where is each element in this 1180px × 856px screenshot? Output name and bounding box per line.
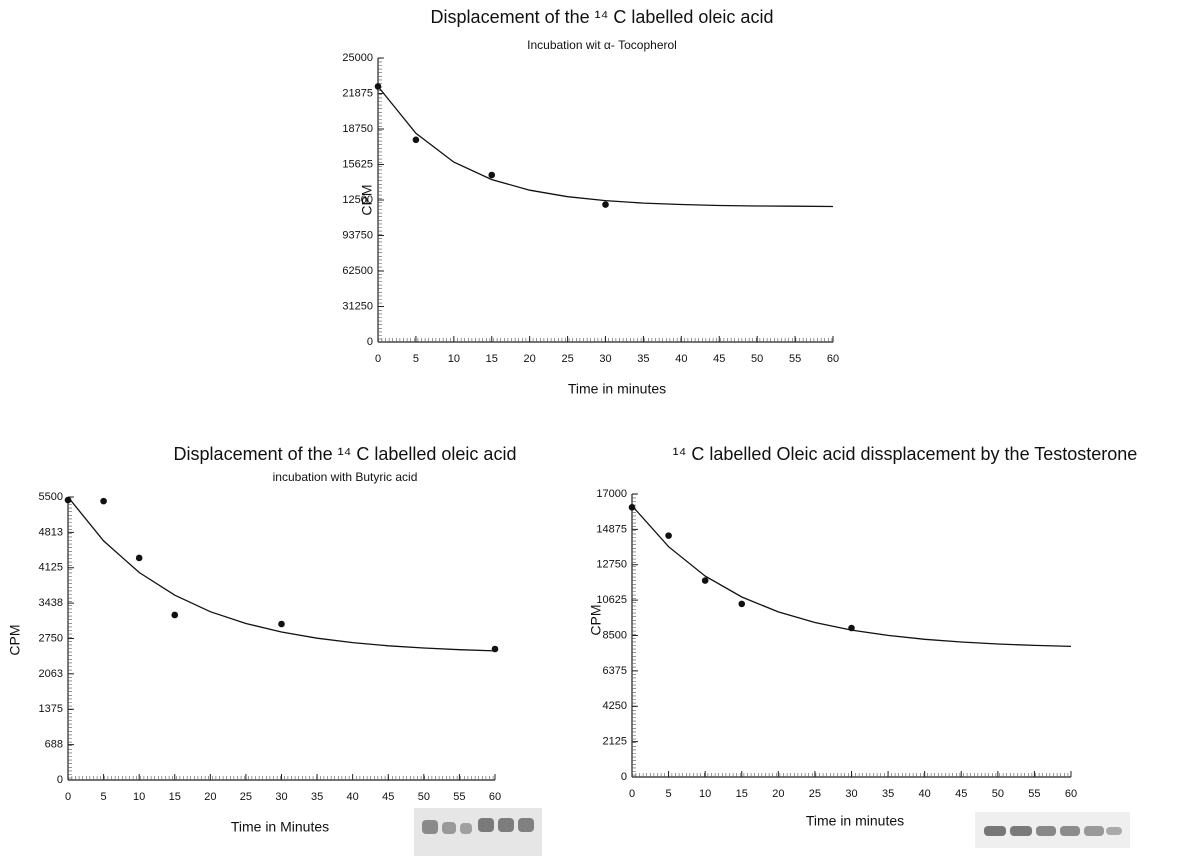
y-tick-label: 93750	[342, 229, 373, 241]
x-tick-label: 45	[955, 788, 967, 800]
x-tick-label: 25	[809, 788, 821, 800]
chart-subtitle: Incubation wit α- Tocopherol	[527, 38, 677, 52]
x-tick-label: 35	[311, 791, 323, 803]
y-tick-label: 2750	[39, 632, 63, 644]
data-point	[100, 497, 107, 505]
chart-title: Displacement of the ¹⁴ C labelled oleic …	[431, 7, 774, 27]
y-tick-label: 62500	[342, 265, 373, 277]
data-point	[135, 554, 143, 562]
y-tick-label: 8500	[603, 629, 627, 641]
fit-curve	[377, 85, 834, 208]
x-tick-label: 20	[204, 791, 216, 803]
data-point	[171, 611, 179, 619]
y-tick-label: 2063	[39, 668, 63, 680]
y-axis-label: CPM	[7, 624, 23, 655]
x-tick-label: 30	[845, 788, 857, 800]
x-tick-label: 5	[101, 791, 107, 803]
data-point	[602, 201, 609, 208]
data-point	[491, 645, 499, 653]
x-tick-label: 35	[882, 788, 894, 800]
x-tick-label: 60	[827, 353, 839, 365]
x-tick-label: 45	[382, 791, 394, 803]
data-point	[488, 171, 496, 179]
x-tick-label: 25	[561, 353, 573, 365]
x-tick-label: 0	[375, 353, 381, 365]
gel-image	[414, 808, 542, 856]
fit-curve	[67, 496, 496, 652]
x-tick-label: 0	[629, 788, 635, 800]
y-tick-label: 688	[45, 739, 63, 751]
y-tick-label: 0	[621, 771, 627, 783]
x-tick-label: 55	[789, 353, 801, 365]
y-tick-label: 4250	[603, 700, 627, 712]
y-tick-label: 31250	[342, 300, 373, 312]
data-point	[848, 624, 855, 632]
data-point	[665, 532, 672, 539]
y-axis-label: CPM	[359, 184, 375, 215]
x-axis-label: Time in minutes	[568, 381, 666, 397]
x-tick-label: 35	[637, 353, 649, 365]
x-tick-label: 10	[448, 353, 460, 365]
y-tick-label: 0	[367, 336, 373, 348]
y-tick-label: 10625	[596, 594, 627, 606]
y-tick-label: 12500	[342, 194, 373, 206]
x-tick-label: 55	[1028, 788, 1040, 800]
data-point	[278, 620, 285, 628]
x-tick-label: 25	[240, 791, 252, 803]
x-tick-label: 10	[699, 788, 711, 800]
x-tick-label: 15	[486, 353, 498, 365]
y-tick-label: 21875	[342, 87, 373, 99]
x-tick-label: 5	[666, 788, 672, 800]
x-tick-label: 15	[736, 788, 748, 800]
x-tick-label: 15	[169, 791, 181, 803]
x-tick-label: 50	[992, 788, 1004, 800]
x-tick-label: 20	[772, 788, 784, 800]
x-tick-label: 20	[524, 353, 536, 365]
x-tick-label: 5	[413, 353, 419, 365]
data-point	[374, 83, 382, 90]
y-tick-label: 4813	[39, 526, 63, 538]
x-tick-label: 10	[133, 791, 145, 803]
y-tick-label: 6375	[603, 665, 627, 677]
y-tick-label: 0	[57, 774, 63, 786]
y-tick-label: 14875	[596, 523, 627, 535]
x-tick-label: 40	[347, 791, 359, 803]
x-tick-label: 60	[1065, 788, 1077, 800]
x-tick-label: 30	[275, 791, 287, 803]
x-axis-label: Time in Minutes	[231, 819, 329, 835]
chart-subtitle: incubation with Butyric acid	[273, 470, 418, 484]
x-tick-label: 55	[453, 791, 465, 803]
data-point	[64, 496, 72, 504]
y-tick-label: 1375	[39, 703, 63, 715]
x-axis-label: Time in minutes	[806, 813, 904, 829]
x-tick-label: 50	[751, 353, 763, 365]
chart-title: Displacement of the ¹⁴ C labelled oleic …	[174, 444, 517, 464]
data-point	[738, 600, 746, 608]
y-tick-label: 5500	[39, 491, 63, 503]
y-tick-label: 3438	[39, 597, 63, 609]
y-tick-label: 25000	[342, 52, 373, 64]
y-tick-label: 15625	[342, 158, 373, 170]
y-tick-label: 12750	[596, 559, 627, 571]
y-tick-label: 17000	[596, 488, 627, 500]
x-tick-label: 60	[489, 791, 501, 803]
y-tick-label: 18750	[342, 123, 373, 135]
data-point	[701, 577, 709, 584]
gel-image	[975, 812, 1130, 848]
x-tick-label: 45	[713, 353, 725, 365]
x-tick-label: 50	[418, 791, 430, 803]
data-point	[628, 504, 636, 511]
chart-title: ¹⁴ C labelled Oleic acid dissplacement b…	[673, 444, 1138, 464]
x-tick-label: 40	[675, 353, 687, 365]
x-tick-label: 0	[65, 791, 71, 803]
x-tick-label: 30	[599, 353, 611, 365]
y-tick-label: 2125	[603, 736, 627, 748]
x-tick-label: 40	[919, 788, 931, 800]
y-axis-label: CPM	[588, 604, 604, 635]
y-tick-label: 4125	[39, 562, 63, 574]
data-point	[412, 136, 420, 144]
